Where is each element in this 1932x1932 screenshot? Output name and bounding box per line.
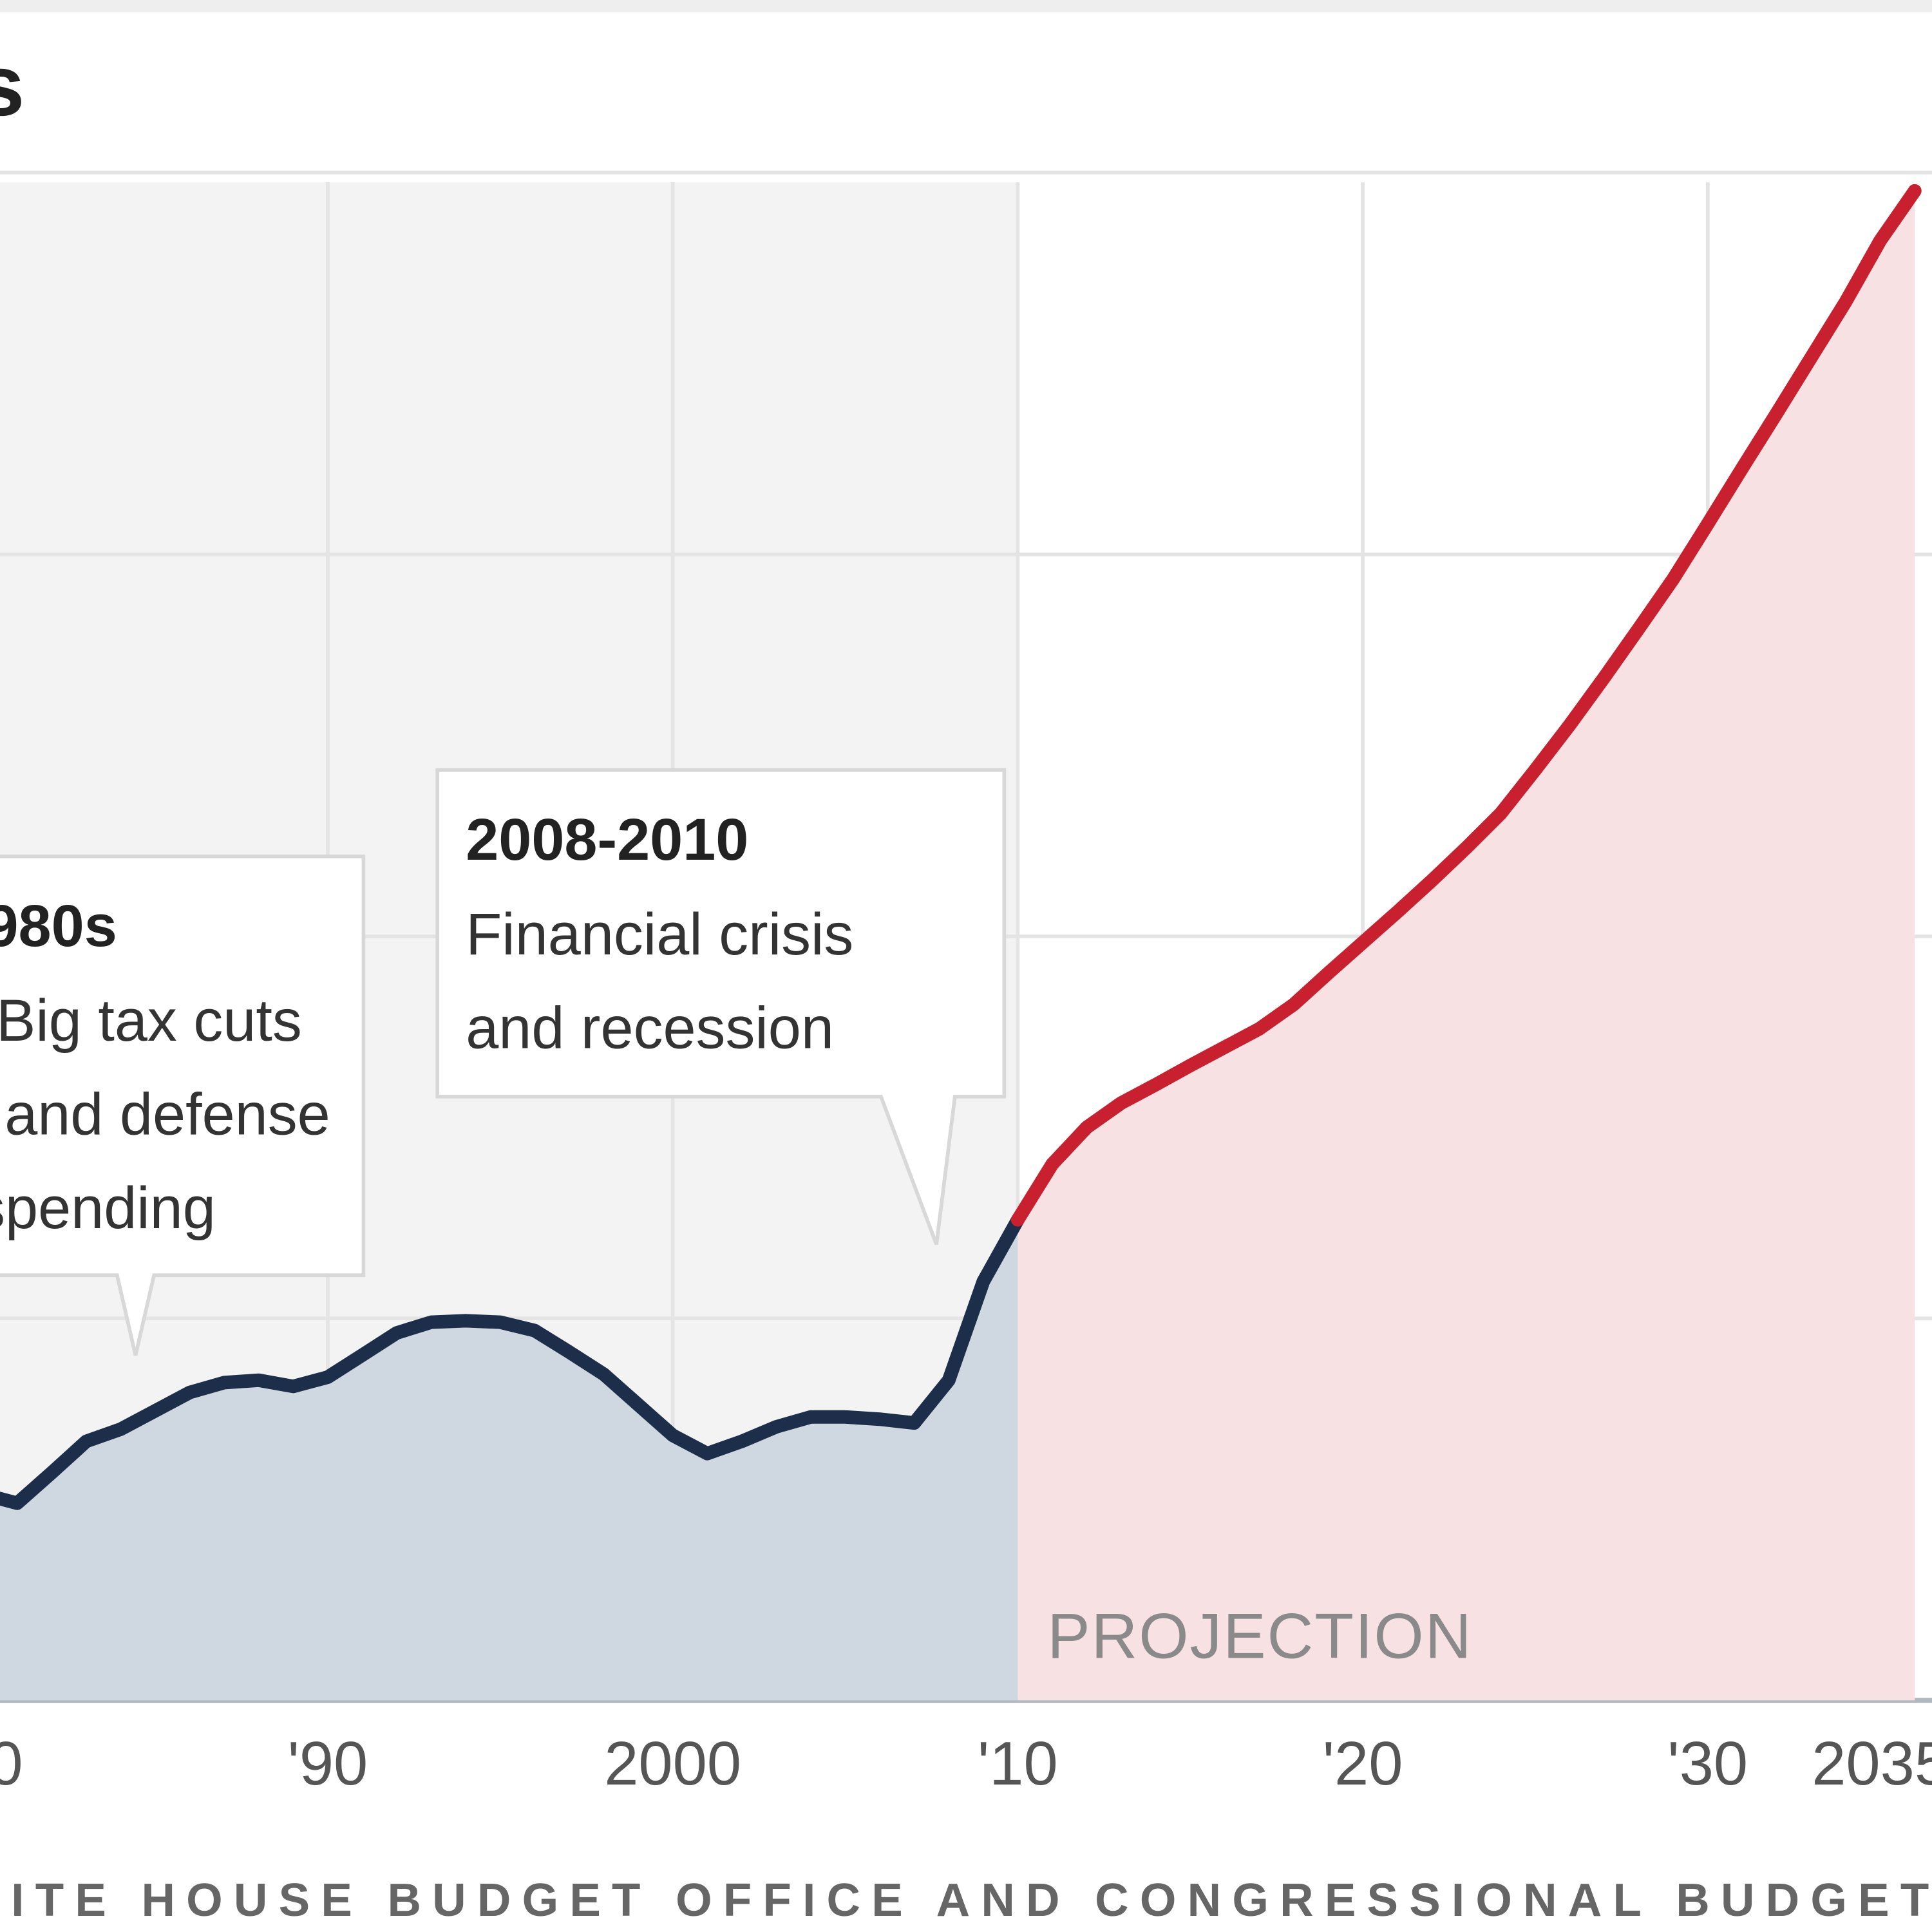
projection-label: PROJECTION: [1047, 1601, 1472, 1672]
x-tick-label: '10: [978, 1729, 1058, 1798]
annotation-text: and recession: [466, 996, 834, 1061]
line: [1010, 184, 1922, 1227]
data-layer: [0, 184, 1922, 1701]
annotation-text: 1980s: [0, 893, 117, 959]
annotation-layer: [0, 768, 1007, 1356]
area: [0, 1220, 1018, 1701]
x-tick-label: '80: [0, 1729, 23, 1798]
area: [1018, 191, 1915, 1701]
annotation-text: Big tax cuts: [0, 988, 302, 1054]
annotation-text: spending: [0, 1175, 216, 1241]
top-band: [0, 0, 1932, 13]
x-tick-label: '30: [1667, 1729, 1748, 1798]
annotation-text: and defense: [5, 1082, 330, 1148]
callout-box: [435, 768, 1007, 1245]
annotation-text: Financial crisis: [466, 902, 853, 967]
chart-title: s: [0, 38, 24, 134]
line: [0, 1213, 1025, 1510]
callout-box: [0, 854, 366, 1356]
x-tick-label: '20: [1323, 1729, 1403, 1798]
text-layer: s 1980s Big tax cuts and defense spendin…: [0, 38, 1932, 1926]
x-tick-label: '90: [288, 1729, 368, 1798]
x-tick-label: 2000: [604, 1729, 741, 1798]
source-note: SOURCE: WHITE HOUSE BUDGET OFFICE AND CO…: [0, 1874, 1932, 1926]
x-tick-label: 2035: [1812, 1729, 1932, 1798]
annotation-text: 2008-2010: [466, 807, 748, 873]
